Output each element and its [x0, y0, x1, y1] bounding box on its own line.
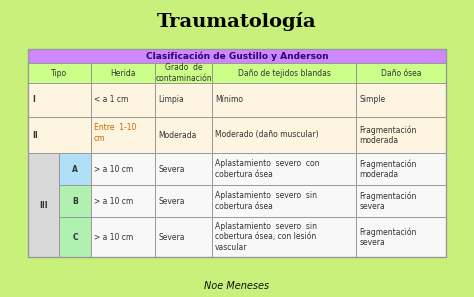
Text: Traumatología: Traumatología [157, 12, 317, 31]
Text: Aplastamiento  severo  con
cobertura ósea: Aplastamiento severo con cobertura ósea [215, 159, 319, 179]
Bar [356, 153, 446, 185]
Bar [28, 49, 446, 257]
Text: Fragmentación
severa: Fragmentación severa [359, 227, 417, 247]
Bar [91, 117, 155, 153]
Bar [59, 153, 91, 185]
Bar [212, 63, 356, 83]
Bar [28, 83, 91, 117]
Bar [212, 217, 356, 257]
Text: A: A [72, 165, 78, 173]
Bar [91, 83, 155, 117]
Text: C: C [72, 233, 78, 241]
Text: > a 10 cm: > a 10 cm [94, 233, 133, 241]
Text: Fragmentación
moderada: Fragmentación moderada [359, 125, 417, 145]
Bar [356, 185, 446, 217]
Text: Grado  de
contaminación: Grado de contaminación [155, 63, 212, 83]
Text: Simple: Simple [359, 96, 385, 105]
Bar [212, 153, 356, 185]
Bar [28, 49, 446, 63]
Text: Limpia: Limpia [158, 96, 184, 105]
Text: Aplastamiento  severo  sin
cobertura ósea, con lesión
vascular: Aplastamiento severo sin cobertura ósea,… [215, 222, 317, 252]
Bar [155, 63, 212, 83]
Text: B: B [72, 197, 78, 206]
Text: III: III [39, 200, 48, 209]
Text: Fragmentación
severa: Fragmentación severa [359, 191, 417, 211]
Text: Severa: Severa [158, 197, 185, 206]
Bar [59, 217, 91, 257]
Bar [155, 83, 212, 117]
Text: < a 1 cm: < a 1 cm [94, 96, 128, 105]
Text: > a 10 cm: > a 10 cm [94, 165, 133, 173]
Bar [155, 217, 212, 257]
Bar [91, 217, 155, 257]
Bar [0, 275, 474, 297]
Text: I: I [32, 96, 35, 105]
Bar [28, 63, 91, 83]
Bar [91, 153, 155, 185]
Text: Mínimo: Mínimo [215, 96, 243, 105]
Bar [212, 185, 356, 217]
Text: Severa: Severa [158, 233, 185, 241]
Bar [155, 117, 212, 153]
Bar [212, 83, 356, 117]
Text: Noe Meneses: Noe Meneses [204, 281, 270, 291]
Text: Severa: Severa [158, 165, 185, 173]
Text: Daño ósea: Daño ósea [381, 69, 421, 78]
Bar [91, 63, 155, 83]
Bar [356, 83, 446, 117]
Text: Clasificación de Gustillo y Anderson: Clasificación de Gustillo y Anderson [146, 51, 328, 61]
Bar [155, 153, 212, 185]
Bar [212, 117, 356, 153]
Bar [356, 117, 446, 153]
Text: Entre  1-10
cm: Entre 1-10 cm [94, 124, 136, 143]
Text: Daño de tejidos blandas: Daño de tejidos blandas [237, 69, 330, 78]
Bar [59, 185, 91, 217]
Text: Moderada: Moderada [158, 130, 197, 140]
Text: Moderado (daño muscular): Moderado (daño muscular) [215, 130, 319, 140]
Bar [28, 153, 59, 257]
Text: Fragmentación
moderada: Fragmentación moderada [359, 159, 417, 179]
Text: II: II [32, 130, 38, 140]
Bar [155, 185, 212, 217]
Text: Aplastamiento  severo  sin
cobertura ósea: Aplastamiento severo sin cobertura ósea [215, 191, 317, 211]
Text: Tipo: Tipo [51, 69, 67, 78]
Text: Herida: Herida [110, 69, 136, 78]
Bar [356, 63, 446, 83]
Bar [91, 185, 155, 217]
Text: > a 10 cm: > a 10 cm [94, 197, 133, 206]
Bar [356, 217, 446, 257]
Bar [28, 117, 91, 153]
